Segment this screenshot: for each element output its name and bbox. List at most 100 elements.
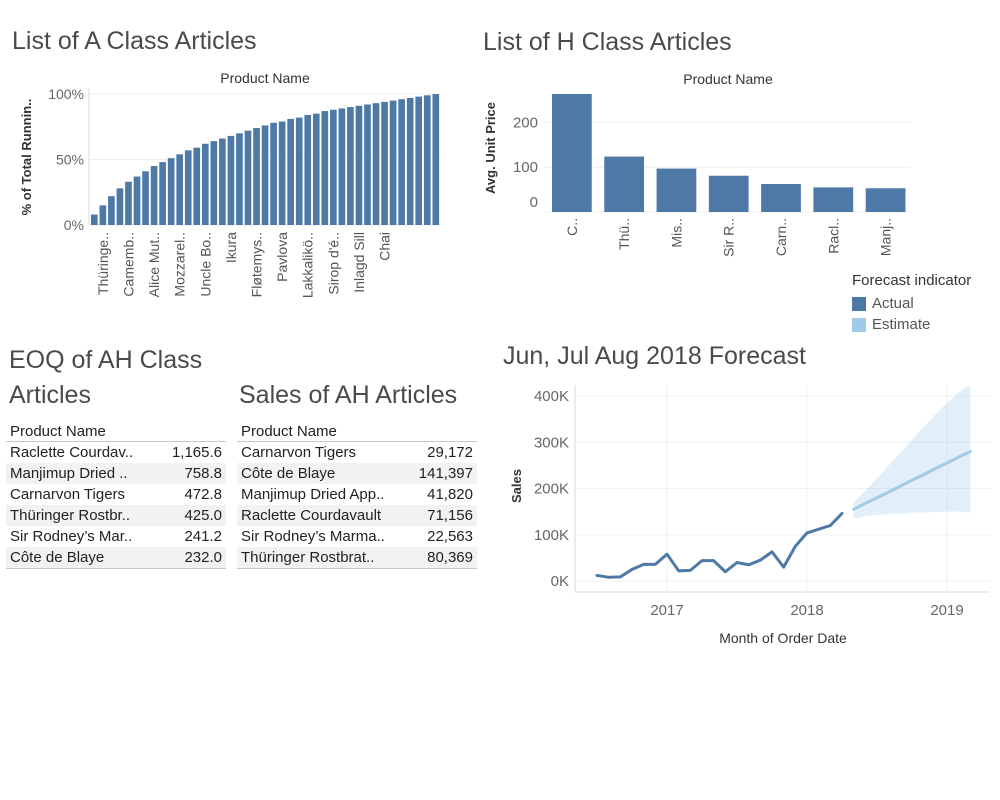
forecast-ytick-label: 300K — [534, 434, 569, 451]
a-chart-bar — [312, 113, 320, 225]
h-chart-xtick-label: Mis.. — [668, 218, 684, 248]
forecast-legend[interactable]: Forecast indicator Actual Estimate — [852, 272, 971, 335]
h-chart-bar — [552, 94, 592, 212]
a-chart-bar — [432, 94, 440, 225]
eoq-title: EOQ of AH Class Articles — [9, 343, 202, 413]
table-row[interactable]: Thüringer Rostbrat.. 80,369 — [237, 547, 477, 569]
sales-cell-value: 22,563 — [427, 528, 473, 545]
a-chart-xtick-label: Chai — [377, 232, 393, 261]
legend-label-estimate: Estimate — [872, 316, 931, 333]
h-chart-xtick-label: Sir R.. — [721, 218, 737, 257]
sales-cell-name: Carnarvon Tigers — [241, 444, 357, 461]
a-chart-bar — [287, 118, 294, 225]
a-chart-bar — [338, 108, 346, 225]
eoq-cell-value: 1,165.6 — [171, 444, 222, 461]
legend-title: Forecast indicator — [852, 272, 972, 289]
table-row[interactable]: Carnarvon Tigers 472.8 — [6, 484, 226, 505]
h-chart-xtick-label: C.. — [564, 218, 580, 236]
legend-item-estimate[interactable]: Estimate — [852, 314, 971, 335]
a-chart-bar — [381, 101, 388, 225]
h-chart-bar — [761, 184, 801, 212]
eoq-cell-value: 472.8 — [184, 486, 222, 503]
eoq-cell-name: Carnarvon Tigers — [10, 486, 126, 503]
a-chart-ytick-label: 50% — [56, 152, 84, 168]
table-row[interactable]: Sir Rodney’s Mar.. 241.2 — [6, 526, 226, 547]
a-chart-bar — [261, 125, 269, 225]
table-row[interactable]: Thüringer Rostbr.. 425.0 — [6, 505, 226, 526]
forecast-ytick-label: 400K — [534, 388, 569, 405]
eoq-cell-name: Manjimup Dried .. — [6, 463, 159, 484]
a-chart-bar — [423, 95, 431, 225]
a-chart-bar — [304, 114, 312, 225]
a-chart-bar — [210, 141, 218, 225]
h-chart-xtick-label: Manj.. — [878, 218, 894, 256]
a-chart-bar — [201, 143, 209, 225]
sales-cell-name: Thüringer Rostbrat.. — [237, 547, 408, 569]
eoq-cell-name: Sir Rodney’s Mar.. — [10, 528, 133, 545]
h-chart-bar — [656, 168, 697, 212]
a-chart-bar — [321, 111, 329, 225]
a-chart-ylabel: % of Total Runnin.. — [19, 99, 34, 216]
table-row[interactable]: Raclette Courdav.. 1,165.6 — [6, 442, 226, 464]
h-chart-ytick-label: 200 — [513, 114, 538, 131]
forecast-confidence-band — [853, 384, 971, 519]
a-chart-xtick-label: Alice Mut.. — [146, 232, 162, 297]
h-chart-ylabel: Avg. Unit Price — [483, 102, 498, 194]
forecast-ytick-label: 0K — [551, 573, 569, 590]
h-chart-xtick-label: Carn.. — [773, 218, 789, 256]
a-chart-xtick-label: Sirop d'é.. — [325, 232, 341, 295]
sales-header-product-name[interactable]: Product Name — [237, 421, 477, 442]
a-chart-bar — [372, 103, 380, 225]
a-chart-bar — [159, 162, 166, 225]
table-row[interactable]: Manjimup Dried App.. 41,820 — [237, 484, 477, 505]
table-row[interactable]: Carnarvon Tigers 29,172 — [237, 442, 477, 464]
forecast-xlabel: Month of Order Date — [719, 630, 847, 646]
a-chart-xtick-label: Lakkalikö.. — [300, 232, 316, 298]
forecast-line-estimate — [852, 450, 972, 511]
table-row[interactable]: Sir Rodney’s Marma.. 22,563 — [237, 526, 477, 547]
a-chart-bar — [193, 147, 201, 225]
eoq-cell-value: 425.0 — [158, 505, 226, 526]
a-chart-bar — [355, 105, 363, 225]
a-chart-bar — [244, 130, 252, 225]
sales-cell-value: 71,156 — [407, 505, 477, 526]
a-chart-bar — [415, 96, 423, 226]
h-chart-xtick-label: Racl.. — [825, 218, 841, 254]
forecast-title: Jun, Jul Aug 2018 Forecast — [503, 342, 806, 370]
sales-cell-value: 29,172 — [427, 444, 473, 461]
a-chart-bar — [253, 128, 260, 225]
a-chart-bar — [347, 107, 354, 225]
a-chart-bar — [167, 158, 175, 225]
eoq-cell-value: 241.2 — [184, 528, 222, 545]
legend-item-actual[interactable]: Actual — [852, 293, 971, 314]
a-chart-xtick-label: Inlagd Sill — [351, 232, 367, 293]
eoq-title-line2: Articles — [9, 381, 91, 409]
legend-swatch-estimate — [852, 317, 866, 332]
a-chart-bar — [99, 205, 107, 225]
table-row[interactable]: Côte de Blaye 232.0 — [6, 547, 226, 569]
a-chart-bar — [236, 133, 243, 225]
table-row[interactable]: Côte de Blaye 141,397 — [237, 463, 477, 484]
a-chart-bar — [295, 117, 303, 225]
a-chart-bar — [125, 181, 132, 225]
sales-cell-name: Côte de Blaye — [237, 463, 408, 484]
a-chart-xtick-label: Fløtemys.. — [249, 232, 265, 297]
a-chart-xtick-label: Mozzarel.. — [172, 232, 188, 297]
a-chart-bar — [142, 171, 149, 225]
eoq-title-line1: EOQ of AH Class — [9, 346, 203, 374]
a-chart-ytick-label: 100% — [48, 86, 84, 102]
table-row[interactable]: Manjimup Dried .. 758.8 — [6, 463, 226, 484]
table-row[interactable]: Raclette Courdavault 71,156 — [237, 505, 477, 526]
a-chart-bar — [398, 99, 405, 225]
sales-title: Sales of AH Articles — [239, 381, 458, 409]
eoq-header-product-name[interactable]: Product Name — [6, 421, 226, 442]
a-chart-bar — [176, 154, 184, 225]
sales-cell-name: Raclette Courdavault — [237, 505, 408, 526]
legend-label-actual: Actual — [872, 295, 914, 312]
a-chart-header: Product Name — [220, 70, 310, 86]
h-chart-header: Product Name — [683, 71, 773, 87]
h-chart-xtick-label: Thü.. — [616, 218, 632, 250]
h-chart-ytick-label: 0 — [530, 194, 538, 211]
eoq-table: Product Name Raclette Courdav.. 1,165.6 M… — [6, 421, 226, 569]
